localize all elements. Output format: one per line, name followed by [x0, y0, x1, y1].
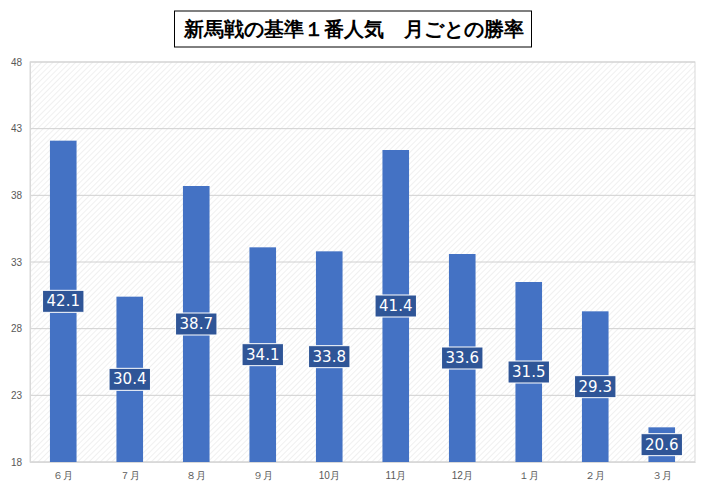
data-label: 34.1: [246, 346, 279, 364]
plot-background: [30, 62, 695, 462]
y-tick-label: 38: [11, 190, 23, 201]
data-label-group: 30.4: [109, 368, 150, 390]
y-tick: 38: [11, 190, 30, 201]
y-tick: 18: [11, 457, 30, 468]
y-tick: 43: [11, 123, 30, 134]
title-group: 新馬戦の基準１番人気 月ごとの勝率: [175, 11, 532, 47]
data-label: 38.7: [180, 315, 213, 333]
x-tick-label: ６月: [53, 470, 73, 481]
x-axis-line: [31, 462, 696, 463]
x-tick-label: ８月: [186, 470, 206, 481]
y-tick-label: 33: [11, 257, 23, 268]
title-box: [175, 11, 532, 47]
plot: 18 23 28 33 38 43 48 ６月 ７月 ８月 ９月 10月 11月 12月 １月 ２月 ３月 42.…: [11, 57, 696, 481]
chart: 18 23 28 33 38 43 48 ６月 ７月 ８月 ９月 10月 11月 12月 １月 ２月 ３月 42.…: [0, 0, 707, 500]
x-tick-label: ２月: [585, 470, 605, 481]
x-tick: ８月: [186, 462, 206, 481]
data-label-box: [442, 347, 483, 369]
x-tick-label: ９月: [253, 470, 273, 481]
y-tick-label: 28: [11, 323, 23, 334]
grid-line: [30, 128, 695, 129]
data-label-group: 29.3: [575, 376, 616, 398]
data-label-group: 41.4: [375, 295, 416, 317]
data-label: 30.4: [113, 370, 146, 388]
x-tick: 12月: [452, 462, 473, 481]
x-tick: ２月: [585, 462, 605, 481]
x-tick: １月: [519, 462, 539, 481]
x-axis: ６月 ７月 ８月 ９月 10月 11月 12月 １月 ２月 ３月: [31, 462, 696, 481]
data-labels: 42.1 30.4 38.7 34.1 33.8 41.4 33.6 31.5 29.3 20.6: [43, 290, 683, 455]
data-label-group: 31.5: [508, 361, 549, 383]
y-tick-label: 48: [11, 57, 23, 68]
bars: [50, 141, 675, 462]
data-label-box: [641, 434, 682, 456]
data-label-group: 33.8: [309, 346, 350, 368]
data-label-box: [109, 368, 150, 390]
y-tick: 28: [11, 323, 30, 334]
x-tick-label: ３月: [652, 470, 672, 481]
data-label: 33.6: [446, 349, 479, 367]
data-label: 41.4: [379, 297, 412, 315]
data-label-box: [575, 376, 616, 398]
data-label-group: 33.6: [442, 347, 483, 369]
y-tick-label: 18: [11, 457, 23, 468]
data-label-group: 42.1: [43, 290, 84, 312]
data-label-box: [375, 295, 416, 317]
data-label: 42.1: [47, 292, 80, 310]
grid-line: [30, 195, 695, 196]
grid-line: [30, 62, 695, 63]
y-axis-line: [30, 63, 31, 463]
y-tick-label: 23: [11, 390, 23, 401]
data-label-group: 34.1: [242, 344, 283, 366]
y-axis: 18 23 28 33 38 43 48: [11, 57, 31, 468]
x-tick-label: ７月: [120, 470, 140, 481]
x-tick: ９月: [253, 462, 273, 481]
data-label: 20.6: [645, 436, 678, 454]
grid: [30, 62, 695, 462]
x-tick-label: 12月: [452, 470, 473, 481]
grid-line: [30, 262, 695, 263]
title: 新馬戦の基準１番人気 月ごとの勝率: [183, 17, 524, 41]
data-label-group: 38.7: [176, 313, 217, 335]
x-tick: ６月: [53, 462, 73, 481]
x-tick-label: 10月: [319, 470, 340, 481]
x-tick: ７月: [120, 462, 140, 481]
y-tick: 48: [11, 57, 30, 68]
y-tick: 33: [11, 257, 30, 268]
x-tick: 10月: [319, 462, 340, 481]
data-label-box: [176, 313, 217, 335]
data-label: 31.5: [512, 363, 545, 381]
data-label-group: 20.6: [641, 434, 682, 456]
data-label-box: [309, 346, 350, 368]
data-label: 29.3: [579, 378, 612, 396]
data-label-box: [508, 361, 549, 383]
y-tick: 23: [11, 390, 30, 401]
x-tick-label: １月: [519, 470, 539, 481]
data-label: 33.8: [313, 348, 346, 366]
x-tick: 11月: [386, 462, 406, 481]
x-tick: ３月: [652, 462, 672, 481]
data-label-box: [43, 290, 84, 312]
y-tick-label: 43: [11, 123, 23, 134]
data-label-box: [242, 344, 283, 366]
x-tick-label: 11月: [386, 470, 406, 481]
